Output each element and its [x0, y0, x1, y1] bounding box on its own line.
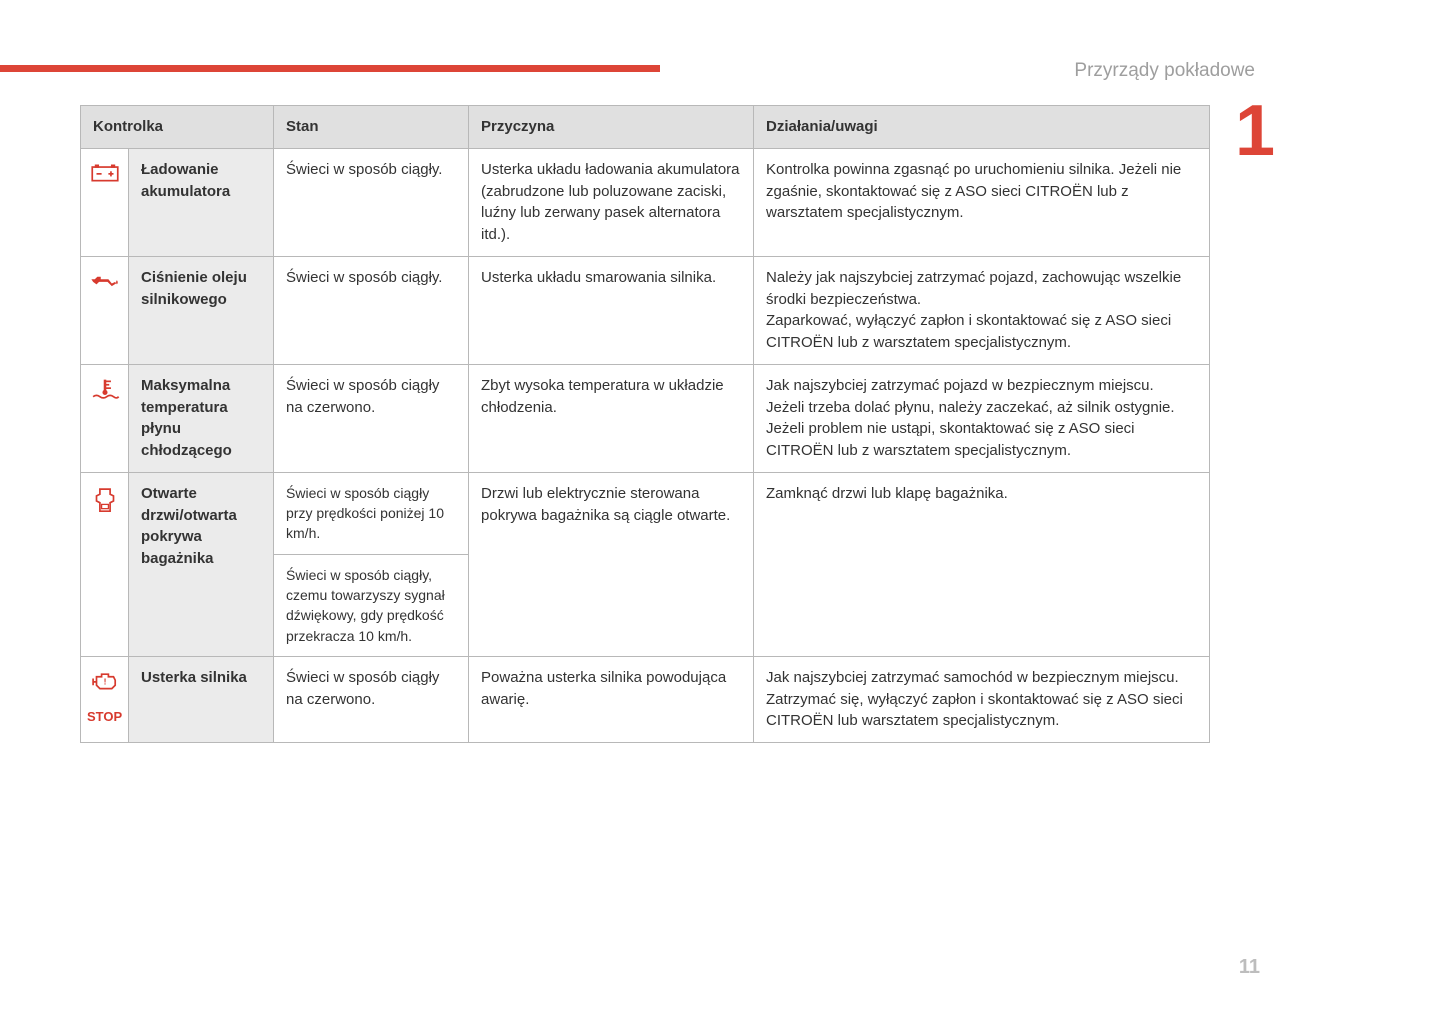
table-row: Ciśnienie oleju silnikowego Świeci w spo… — [81, 256, 1210, 364]
row-state: Świeci w sposób ciągły na czerwono. — [274, 364, 469, 472]
stop-label: STOP — [87, 708, 122, 727]
page-number: 11 — [1239, 956, 1260, 979]
row-state: Świeci w sposób ciągły na czerwono. — [274, 656, 469, 742]
header-kontrolka: Kontrolka — [81, 106, 274, 149]
svg-text:!: ! — [103, 676, 106, 686]
row-cause: Usterka układu ładowania akumulatora (za… — [469, 148, 754, 256]
icon-cell — [81, 364, 129, 472]
table-row: ! STOP Usterka silnika Świeci w sposób c… — [81, 656, 1210, 742]
row-cause: Zbyt wysoka temperatura w układzie chłod… — [469, 364, 754, 472]
accent-bar — [0, 65, 660, 72]
icon-cell — [81, 472, 129, 656]
icon-cell — [81, 256, 129, 364]
icon-cell: ! STOP — [81, 656, 129, 742]
row-cause: Poważna usterka silnika powodująca awari… — [469, 656, 754, 742]
header-dzialania: Działania/uwagi — [754, 106, 1210, 149]
row-cause: Usterka układu smarowania silnika. — [469, 256, 754, 364]
section-title: Przyrządy pokładowe — [1074, 60, 1255, 82]
row-label: Usterka silnika — [129, 656, 274, 742]
row-state-text: Świeci w sposób ciągły przy prędkości po… — [286, 485, 444, 542]
side-page-number: 1 — [1235, 95, 1275, 167]
door-open-icon — [88, 483, 122, 519]
warning-lights-table: Kontrolka Stan Przyczyna Działania/uwagi — [80, 105, 1210, 743]
row-label: Ciśnienie oleju silnikowego — [129, 256, 274, 364]
row-action: Kontrolka powinna zgasnąć po uruchomieni… — [754, 148, 1210, 256]
row-state: Świeci w sposób ciągły przy prędkości po… — [274, 472, 469, 656]
engine-fault-icon: ! — [88, 667, 122, 695]
icon-cell — [81, 148, 129, 256]
table-row: Ładowanie akumulatora Świeci w sposób ci… — [81, 148, 1210, 256]
row-label: Ładowanie akumulatora — [129, 148, 274, 256]
row-cause: Drzwi lub elektrycznie sterowana pokrywa… — [469, 472, 754, 656]
row-state-text-2: Świeci w sposób ciągły, czemu towarzyszy… — [274, 554, 468, 656]
header-przyczyna: Przyczyna — [469, 106, 754, 149]
row-state: Świeci w sposób ciągły. — [274, 148, 469, 256]
header-stan: Stan — [274, 106, 469, 149]
table-row: Maksymalna temperatura płynu chłodzącego… — [81, 364, 1210, 472]
row-action: Jak najszybciej zatrzymać pojazd w bezpi… — [754, 364, 1210, 472]
row-action: Należy jak najszybciej zatrzymać pojazd,… — [754, 256, 1210, 364]
row-label: Otwarte drzwi/otwarta pokrywa bagażnika — [129, 472, 274, 656]
table-row: Otwarte drzwi/otwarta pokrywa bagażnika … — [81, 472, 1210, 656]
row-action: Zamknąć drzwi lub klapę bagażnika. — [754, 472, 1210, 656]
table-header-row: Kontrolka Stan Przyczyna Działania/uwagi — [81, 106, 1210, 149]
oil-pressure-icon — [88, 267, 122, 295]
row-label: Maksymalna temperatura płynu chłodzącego — [129, 364, 274, 472]
coolant-temperature-icon — [88, 375, 122, 403]
row-state: Świeci w sposób ciągły. — [274, 256, 469, 364]
battery-icon — [88, 159, 122, 187]
row-action: Jak najszybciej zatrzymać samochód w bez… — [754, 656, 1210, 742]
